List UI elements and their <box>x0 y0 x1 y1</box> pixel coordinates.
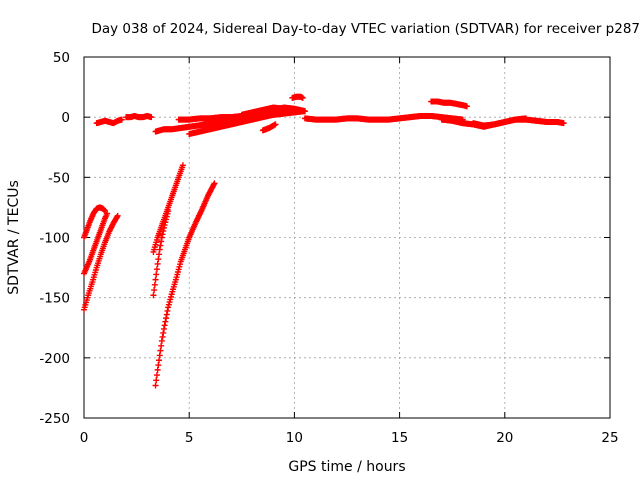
series-band-9 <box>289 93 306 101</box>
data-points <box>81 93 567 389</box>
series-band-2 <box>123 112 155 121</box>
series-band-11 <box>428 98 470 110</box>
series-arc-c <box>81 212 121 313</box>
data-point <box>162 318 169 325</box>
data-point <box>156 251 163 258</box>
y-tick-label: -100 <box>39 231 70 247</box>
data-point <box>153 377 160 384</box>
data-point <box>152 382 159 389</box>
axis-ticks: 0 5 10 15 20 25 50 0 -50 -100 -150 -200 -250 <box>39 50 618 446</box>
data-point <box>160 329 167 336</box>
data-point <box>155 362 162 369</box>
series-arc-b <box>81 210 111 277</box>
data-point <box>272 121 279 128</box>
x-tick-label: 10 <box>286 430 303 446</box>
data-point <box>154 260 161 267</box>
x-tick-label: 15 <box>391 430 408 446</box>
data-point <box>161 322 168 329</box>
data-point <box>114 212 121 219</box>
x-tick-label: 20 <box>496 430 513 446</box>
data-point <box>153 372 160 379</box>
data-point <box>148 114 155 121</box>
chart-title: Day 038 of 2024, Sidereal Day-to-day VTE… <box>91 21 640 37</box>
y-axis-label: SDTVAR / TECUs <box>6 180 22 295</box>
data-point <box>163 315 170 322</box>
data-point <box>156 352 163 359</box>
x-axis-label: GPS time / hours <box>288 459 405 475</box>
x-tick-label: 25 <box>601 430 618 446</box>
data-point <box>157 242 164 249</box>
data-point <box>156 246 163 253</box>
data-point <box>101 207 108 214</box>
x-tick-label: 0 <box>80 430 89 446</box>
data-point <box>291 106 298 113</box>
data-point <box>150 292 157 299</box>
data-point <box>299 94 306 101</box>
series-band-1 <box>93 116 125 127</box>
data-point <box>152 276 159 283</box>
data-point <box>118 116 125 123</box>
data-point <box>560 120 567 127</box>
series-arc-e <box>150 162 186 255</box>
data-point <box>104 210 111 217</box>
y-tick-label: 0 <box>61 110 70 126</box>
data-point <box>158 238 165 245</box>
y-tick-label: -200 <box>39 351 70 367</box>
data-point <box>159 231 166 238</box>
data-point <box>155 256 162 263</box>
data-point <box>151 287 158 294</box>
y-tick-label: -50 <box>48 170 70 186</box>
data-point <box>153 266 160 273</box>
y-tick-label: 50 <box>53 50 70 66</box>
series-band-13 <box>470 116 567 129</box>
data-point <box>179 162 186 169</box>
data-point <box>158 337 165 344</box>
data-point <box>157 347 164 354</box>
series-band-7 <box>238 104 298 118</box>
data-point <box>158 342 165 349</box>
data-point <box>163 311 170 318</box>
data-point <box>160 325 167 332</box>
y-tick-label: -150 <box>39 291 70 307</box>
data-point <box>156 357 163 364</box>
data-point <box>113 214 120 221</box>
data-point <box>164 307 171 314</box>
data-point <box>159 333 166 340</box>
x-tick-label: 5 <box>185 430 194 446</box>
data-point <box>211 180 218 187</box>
series-band-8 <box>259 121 279 134</box>
data-point <box>463 103 470 110</box>
series-arc-a <box>81 204 109 241</box>
data-point <box>154 366 161 373</box>
series-arc-f <box>152 180 218 389</box>
data-point <box>151 281 158 288</box>
y-tick-label: -250 <box>39 411 70 427</box>
data-point <box>301 108 308 115</box>
data-point <box>153 271 160 278</box>
